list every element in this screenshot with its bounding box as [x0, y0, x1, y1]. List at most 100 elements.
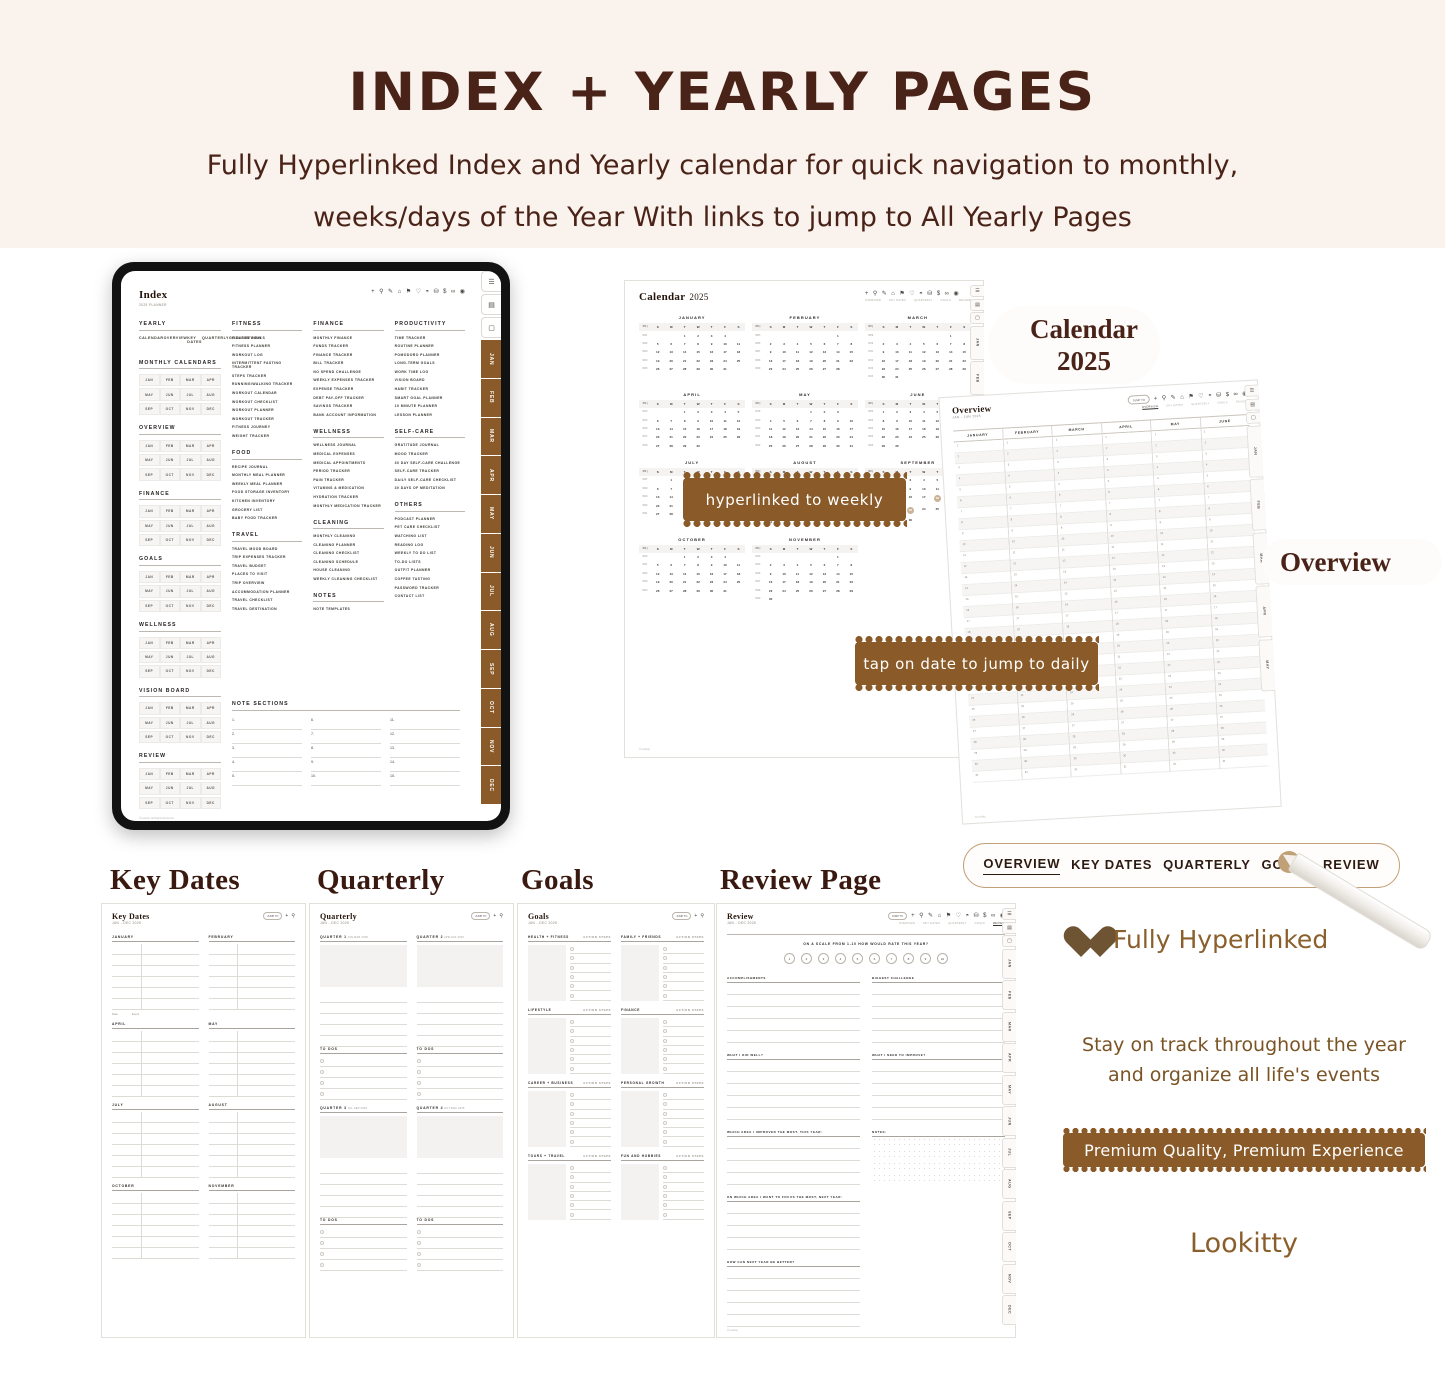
tablet-month-tab-sep[interactable]: SEP: [481, 650, 501, 689]
calendar-week-row[interactable]: W20 11 12 13 14 15 16 17: [752, 425, 858, 433]
tablet-month-tab-oct[interactable]: OCT: [481, 688, 501, 728]
checkbox-icon[interactable]: [320, 1081, 324, 1085]
flag-icon[interactable]: ⚑: [899, 291, 905, 297]
goal-steps-list[interactable]: [663, 945, 704, 1001]
index-item[interactable]: NOTE TEMPLATES: [313, 607, 351, 612]
calendar-day[interactable]: 19: [809, 358, 813, 363]
nav-review[interactable]: REVIEW: [958, 299, 971, 302]
calendar-week-row[interactable]: W41 5 6 7 8 9 10 11: [639, 561, 745, 569]
tablet-month-tab-jun[interactable]: JUN: [481, 533, 501, 573]
calendar-day[interactable]: 14: [682, 571, 687, 576]
list-others[interactable]: PODCAST PLANNER PET CARE CHECKLIST WATCHIN…: [395, 517, 465, 598]
calendar-day[interactable]: 22: [682, 435, 687, 440]
review-scale-row[interactable]: 1 2 3 4 5 6 7 8 9 10: [727, 953, 1005, 964]
review-fields-grid[interactable]: ACCOMPLISHMENTS BIGGEST CHALLENGE WHAT I D…: [727, 976, 1005, 1327]
month-link-nov[interactable]: NOV: [180, 665, 201, 678]
month-link-feb[interactable]: FEB: [159, 505, 180, 518]
month-link-sep[interactable]: SEP: [139, 402, 160, 416]
calendar-day[interactable]: 23: [904, 504, 917, 515]
calendar-day[interactable]: 18: [795, 358, 800, 363]
calendar-day[interactable]: 11: [795, 571, 800, 576]
month-grid-goals[interactable]: JAN FEB MAR APR MAY JUN JUL AUG SEP OCT NOV DEC: [139, 570, 221, 612]
goal-step-row[interactable]: [570, 1110, 611, 1119]
calendar-week-row[interactable]: W49 30: [752, 595, 858, 603]
index-item[interactable]: WEIGHT TRACKER: [232, 434, 270, 439]
review-field-biggest-challenge[interactable]: BIGGEST CHALLENGE: [872, 976, 1005, 1043]
review-scale-10[interactable]: 10: [937, 953, 948, 964]
review-field-line[interactable]: [727, 1084, 860, 1096]
calendar-day[interactable]: 14: [669, 426, 673, 431]
month-link-oct[interactable]: OCT: [159, 796, 180, 809]
quarter-notes-area[interactable]: [416, 945, 503, 987]
month-grid-finance[interactable]: JAN FEB MAR APR MAY JUN JUL AUG SEP OCT NOV DEC: [139, 505, 221, 547]
quarter-lines[interactable]: [416, 992, 503, 1047]
goal-notes-area[interactable]: [621, 1164, 660, 1220]
nav-pill-overview[interactable]: OVERVIEW: [983, 856, 1061, 875]
heart-icon[interactable]: ♡: [1198, 392, 1204, 400]
review-month-tab-dec[interactable]: DEC: [1002, 1295, 1016, 1325]
goal-block-family-friends[interactable]: FAMILY + FRIENDS ACTION STEPS: [621, 935, 704, 1001]
bookmark-icon[interactable]: ▤: [1002, 921, 1016, 934]
week-number[interactable]: W02: [642, 341, 648, 345]
calendar-day[interactable]: 22: [849, 580, 854, 585]
calendar-day[interactable]: 9: [769, 571, 772, 576]
week-number[interactable]: W11: [868, 350, 874, 354]
goal-step-row[interactable]: [663, 1119, 704, 1129]
calendar-day[interactable]: 9: [896, 418, 898, 423]
list-food[interactable]: RECIPE JOURNAL MONTHLY MEAL PLANNER WEEKLY…: [232, 465, 302, 521]
nav-overview[interactable]: OVERVIEW: [898, 922, 916, 925]
month-link-sep[interactable]: SEP: [139, 796, 160, 809]
key-dates-sheet[interactable]: Key Dates JAN - DEC 2025 JUMP TO + ⚲ JAN…: [101, 903, 306, 1338]
quarter-line[interactable]: [320, 1014, 407, 1025]
calendar-day[interactable]: 27: [822, 367, 827, 372]
calendar-day[interactable]: 28: [682, 588, 687, 593]
calendar-month-april[interactable]: APRIL OV | S M T W T F S W14 1 2 3 4 5 W15 6 7 8 9 10 11 12 W16…: [639, 392, 746, 450]
quarter-block-quarter-1[interactable]: QUARTER 1 JAN-MAR 2025 TO DOS: [320, 935, 407, 1100]
review-nav[interactable]: OVERVIEW KEY DATES QUARTERLY GOALS REVIEW: [899, 922, 1005, 926]
month-link-feb[interactable]: FEB: [159, 636, 180, 649]
week-number[interactable]: W03: [642, 350, 648, 354]
month-link-may[interactable]: MAY: [139, 519, 160, 532]
key-dates-row[interactable]: [208, 977, 295, 988]
calendar-day[interactable]: 11: [736, 341, 741, 346]
review-field-what-i-did-well-[interactable]: WHAT I DID WELL?: [727, 1053, 860, 1120]
calendar-day[interactable]: 1: [670, 478, 673, 483]
overview-month-tab-apr[interactable]: APR: [1255, 585, 1273, 638]
review-field-line[interactable]: [727, 1173, 860, 1185]
month-link-jul[interactable]: JUL: [180, 454, 201, 467]
calendar-day[interactable]: 22: [696, 580, 700, 585]
calendar-day[interactable]: 26: [736, 435, 741, 440]
calendar-day[interactable]: 24: [723, 580, 727, 585]
goal-step-row[interactable]: [570, 945, 611, 955]
checkbox-icon[interactable]: [663, 1020, 668, 1025]
calendar-week-row[interactable]: W17 20 21 22 23 24 25 26: [639, 433, 745, 441]
calendar-day[interactable]: 7: [837, 341, 839, 346]
review-scale-2[interactable]: 2: [801, 953, 812, 964]
checkbox-icon[interactable]: [320, 1252, 324, 1256]
goal-step-row[interactable]: [663, 1210, 704, 1220]
calendar-week-row[interactable]: W48 23 24 25 26 27 28 29: [752, 586, 858, 594]
calendar-day[interactable]: 5: [936, 478, 939, 483]
calendar-day[interactable]: 19: [782, 435, 786, 440]
calendar-day[interactable]: 1: [683, 410, 686, 415]
index-item[interactable]: VISION BOARD: [394, 378, 425, 383]
index-item[interactable]: CLEANING CHECKLIST: [313, 551, 360, 556]
calendar-day[interactable]: 3: [710, 555, 713, 560]
overview-day-row[interactable]: 31: [1169, 758, 1220, 772]
index-item[interactable]: 30 DAYS OF MEDITATION: [394, 486, 446, 491]
index-item[interactable]: DEBT PAY-OFF TRACKER: [313, 395, 365, 400]
goal-step-row[interactable]: [570, 1137, 611, 1147]
dollar-icon[interactable]: $: [983, 913, 987, 919]
key-dates-row[interactable]: [112, 1053, 199, 1064]
review-field-line[interactable]: [727, 1031, 860, 1043]
note-line[interactable]: 4.: [232, 758, 302, 772]
index-item[interactable]: LONG-TERM GOALS: [394, 361, 435, 366]
index-item[interactable]: DAILY SELF-CARE CHECKLIST: [394, 477, 457, 482]
note-line[interactable]: 9.: [311, 758, 381, 772]
calendar-day[interactable]: 14: [949, 350, 953, 355]
week-number[interactable]: W29: [642, 495, 648, 499]
calendar-day[interactable]: 10: [922, 486, 926, 491]
calendar-day[interactable]: 3: [909, 410, 912, 415]
calendar-day[interactable]: 6: [823, 341, 826, 346]
calendar-day[interactable]: 7: [810, 418, 812, 423]
